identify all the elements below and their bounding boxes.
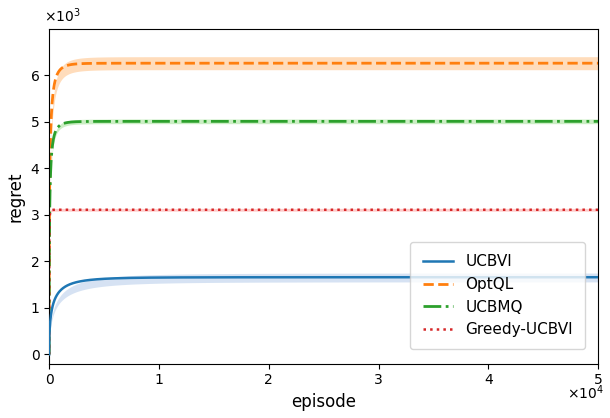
Greedy-UCBVI bbox=[525, 207, 532, 212]
UCBVI bbox=[584, 275, 591, 280]
Greedy-UCBVI bbox=[108, 207, 115, 212]
Greedy-UCBVI bbox=[45, 352, 52, 357]
Line: Greedy-UCBVI: Greedy-UCBVI bbox=[49, 210, 598, 354]
UCBMQ bbox=[280, 119, 287, 124]
OptQL bbox=[280, 61, 287, 66]
UCBVI bbox=[108, 276, 115, 281]
UCBVI bbox=[595, 275, 602, 280]
Text: $\times 10^3$: $\times 10^3$ bbox=[43, 7, 81, 25]
Greedy-UCBVI bbox=[584, 207, 591, 212]
UCBMQ bbox=[256, 119, 264, 124]
OptQL bbox=[108, 61, 115, 66]
Line: UCBMQ: UCBMQ bbox=[49, 121, 598, 354]
UCBVI bbox=[280, 275, 287, 280]
X-axis label: episode: episode bbox=[291, 393, 356, 411]
OptQL bbox=[45, 352, 52, 357]
OptQL bbox=[525, 61, 532, 66]
UCBMQ bbox=[525, 119, 532, 124]
UCBMQ bbox=[584, 119, 591, 124]
Greedy-UCBVI bbox=[141, 207, 148, 212]
OptQL bbox=[256, 61, 264, 66]
OptQL bbox=[141, 61, 148, 66]
UCBMQ bbox=[595, 119, 602, 124]
Greedy-UCBVI bbox=[595, 207, 602, 212]
UCBVI bbox=[45, 352, 52, 357]
UCBMQ bbox=[141, 119, 148, 124]
Legend: UCBVI, OptQL, UCBMQ, Greedy-UCBVI: UCBVI, OptQL, UCBMQ, Greedy-UCBVI bbox=[411, 242, 585, 349]
UCBVI bbox=[141, 275, 148, 280]
OptQL bbox=[584, 61, 591, 66]
Line: UCBVI: UCBVI bbox=[49, 277, 598, 354]
UCBVI bbox=[525, 275, 532, 280]
Greedy-UCBVI bbox=[256, 207, 264, 212]
Text: $\times 10^4$: $\times 10^4$ bbox=[567, 384, 604, 403]
Y-axis label: regret: regret bbox=[7, 171, 25, 222]
UCBVI bbox=[256, 275, 264, 280]
Line: OptQL: OptQL bbox=[49, 63, 598, 354]
Greedy-UCBVI bbox=[142, 207, 149, 212]
Greedy-UCBVI bbox=[280, 207, 287, 212]
UCBMQ bbox=[108, 119, 115, 124]
UCBMQ bbox=[45, 352, 52, 357]
OptQL bbox=[595, 61, 602, 66]
